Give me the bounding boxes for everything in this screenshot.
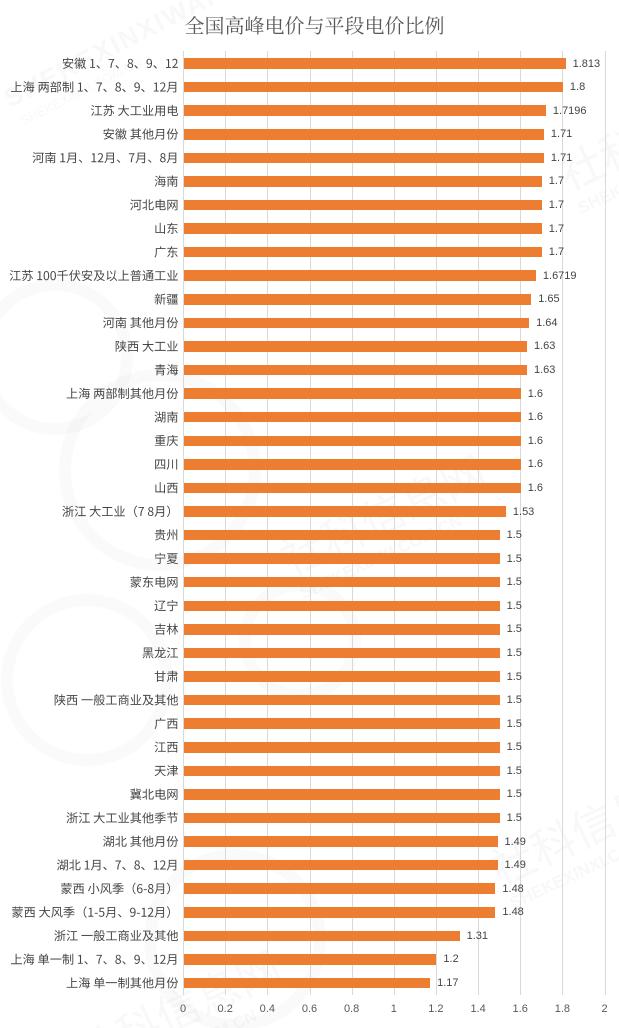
svg-text:SHEKEXINXIWANG: SHEKEXINXIWANG [0, 0, 250, 113]
svg-text:SHEKEXINXI.COM.CN: SHEKEXINXI.COM.CN [575, 126, 619, 218]
svg-text:SHEKEXINXI.COM.CN: SHEKEXINXI.COM.CN [18, 54, 145, 128]
